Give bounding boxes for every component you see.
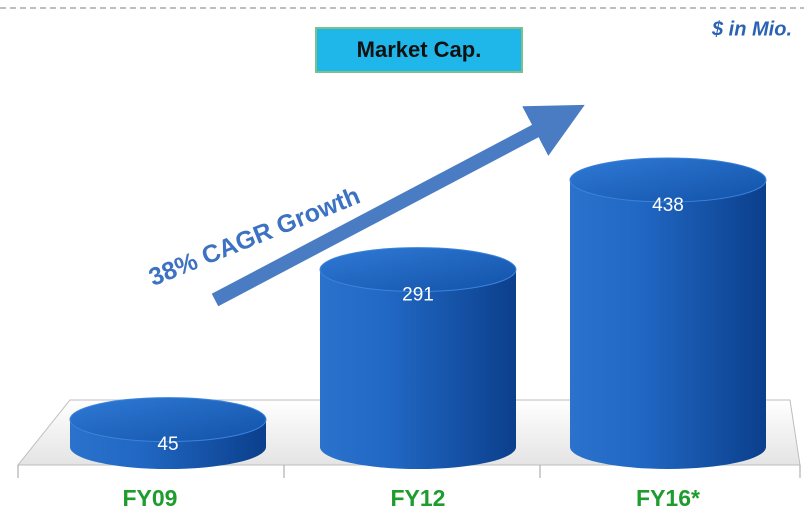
bar	[319, 247, 517, 469]
chart-title: Market Cap.	[357, 37, 482, 62]
bars: 45 291 438	[69, 157, 767, 469]
data-label: 291	[402, 285, 434, 306]
data-label: 438	[652, 195, 684, 216]
x-tick-label: FY16*	[636, 485, 700, 511]
x-tick-label: FY12	[391, 485, 446, 511]
bar-body	[70, 419, 266, 469]
title-box	[315, 27, 523, 73]
x-tick-label: FY09	[123, 485, 178, 511]
bar-top	[319, 247, 517, 293]
bar-top	[569, 157, 767, 203]
growth-arrow	[211, 104, 585, 307]
bar-top	[69, 397, 267, 443]
bar-body	[570, 180, 766, 469]
unit-label: $ in Mio.	[711, 18, 792, 40]
bar	[569, 157, 767, 469]
floor-ticks	[17, 465, 801, 478]
bar	[69, 397, 267, 469]
data-label: 45	[157, 434, 178, 455]
bar-body	[320, 269, 516, 469]
